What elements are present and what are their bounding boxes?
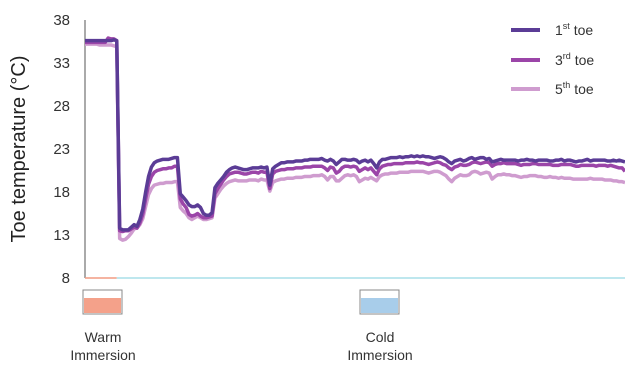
series-lines <box>85 36 625 242</box>
legend-label-5th-toe: 5th toe <box>555 80 594 97</box>
y-axis-title: Toe temperature (°C) <box>8 56 30 243</box>
warm-immersion-label-1: Warm <box>85 329 122 345</box>
series-line-3rd-toe <box>85 36 625 234</box>
legend-label-3rd-toe: 3rd toe <box>555 51 594 68</box>
warm-immersion-label-2: Immersion <box>70 347 135 363</box>
y-tick-label: 33 <box>53 55 70 72</box>
y-tick-label: 28 <box>53 98 70 115</box>
y-tick-label: 18 <box>53 184 70 201</box>
y-tick-label: 23 <box>53 141 70 158</box>
y-tick-labels: 8 13 18 23 28 33 38 <box>53 12 70 287</box>
y-tick-label: 38 <box>53 12 70 29</box>
cold-immersion-label-2: Immersion <box>347 347 412 363</box>
series-line-5th-toe <box>85 42 625 242</box>
y-tick-label: 8 <box>62 270 70 287</box>
warm-water-icon <box>82 289 123 315</box>
legend: 1st toe 3rd toe 5th toe <box>511 21 594 97</box>
cold-water-icon <box>359 289 400 315</box>
legend-label-1st-toe: 1st toe <box>555 21 593 38</box>
y-tick-label: 13 <box>53 227 70 244</box>
cold-immersion-label-1: Cold <box>366 329 395 345</box>
series-line-1st-toe <box>85 38 625 232</box>
